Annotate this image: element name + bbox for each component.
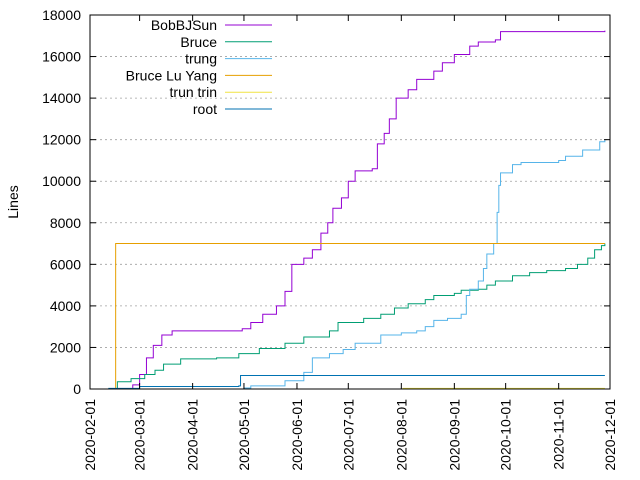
y-tick-label: 8000 bbox=[50, 215, 81, 231]
x-tick-label: 2020-06-01 bbox=[289, 399, 305, 471]
x-tick-label: 2020-09-01 bbox=[446, 399, 462, 471]
x-tick-label: 2020-10-01 bbox=[498, 399, 514, 471]
series-line-0 bbox=[119, 30, 606, 390]
series-line-2 bbox=[113, 139, 606, 390]
y-tick-label: 2000 bbox=[50, 339, 81, 355]
legend-label: Bruce Lu Yang bbox=[126, 67, 217, 83]
y-tick-label: 16000 bbox=[42, 49, 81, 65]
x-tick-label: 2020-05-01 bbox=[236, 399, 252, 471]
x-tick-label: 2020-02-01 bbox=[82, 399, 98, 471]
series-line-5 bbox=[105, 374, 605, 390]
y-tick-label: 14000 bbox=[42, 90, 81, 106]
y-axis: 0 2000 4000 6000 8000 10000 12000 14000 16000 180… bbox=[42, 7, 610, 397]
legend-label: Bruce bbox=[180, 34, 217, 50]
y-tick-label: 6000 bbox=[50, 256, 81, 272]
x-tick-label: 2020-08-01 bbox=[393, 399, 409, 471]
y-tick-label: 12000 bbox=[42, 132, 81, 148]
y-tick-label: 0 bbox=[73, 381, 81, 397]
y-tick-label: 4000 bbox=[50, 298, 81, 314]
y-tick-label: 10000 bbox=[42, 173, 81, 189]
y-axis-label: Lines bbox=[5, 185, 21, 218]
x-tick-label: 2020-12-01 bbox=[602, 399, 618, 471]
x-tick-label: 2020-11-01 bbox=[551, 399, 567, 470]
legend-label: trun trin bbox=[170, 84, 217, 100]
x-tick-label: 2020-04-01 bbox=[185, 399, 201, 471]
x-tick-label: 2020-03-01 bbox=[132, 399, 148, 471]
grid-lines bbox=[90, 56, 610, 348]
series-line-1 bbox=[115, 243, 606, 390]
legend-label: root bbox=[193, 101, 217, 117]
x-axis: 2020-02-01 2020-03-01 2020-04-01 2020-05-01… bbox=[82, 15, 618, 471]
series-line-3 bbox=[113, 243, 605, 390]
plot-frame bbox=[89, 14, 611, 390]
x-tick-label: 2020-07-01 bbox=[340, 399, 356, 471]
legend-label: trung bbox=[185, 51, 217, 67]
legend-label: BobBJSun bbox=[151, 17, 217, 33]
y-tick-label: 18000 bbox=[42, 7, 81, 23]
